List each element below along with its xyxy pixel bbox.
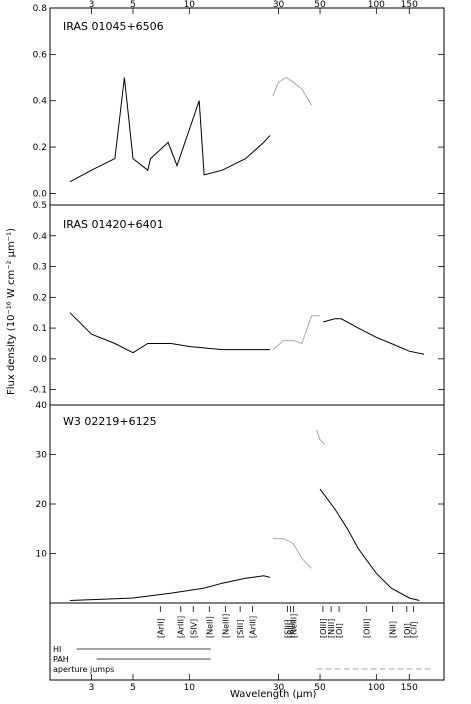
y-tick-label: 0.0 bbox=[33, 355, 48, 365]
ion-label: [NII] bbox=[388, 621, 397, 638]
ion-label: [ArIII] bbox=[177, 616, 186, 638]
x-tick-label-top: 100 bbox=[368, 0, 385, 10]
y-tick-label: 0.4 bbox=[33, 232, 48, 242]
plot-frame bbox=[49, 7, 445, 681]
spectrum-line bbox=[316, 429, 326, 445]
x-tick-label-top: 150 bbox=[401, 0, 418, 10]
spectrum-line bbox=[69, 575, 271, 601]
row-label-hi: HI bbox=[53, 645, 61, 654]
chart-marks: 3 3 5 5 10 10 30 30 50 50 100 100 150 150 0.0 0.2 0.4 0.6… bbox=[29, 0, 444, 693]
ion-label: [NIII] bbox=[327, 619, 336, 638]
x-tick-label-bottom: 100 bbox=[368, 683, 385, 693]
y-axis-label: Flux density (10⁻¹⁶ W cm⁻² μm⁻¹) bbox=[6, 228, 17, 395]
spectrum-line bbox=[319, 488, 420, 601]
y-tick-label: 0.4 bbox=[33, 97, 48, 107]
x-tick-label-bottom: 3 bbox=[89, 683, 95, 693]
y-tick-label: 0.0 bbox=[33, 189, 48, 199]
ion-label: [NeII] bbox=[205, 616, 214, 638]
x-tick-label-bottom: 150 bbox=[401, 683, 418, 693]
ion-label: [SIV] bbox=[189, 619, 198, 638]
spectrum-line bbox=[272, 76, 312, 106]
y-tick-label: 40 bbox=[36, 401, 48, 411]
x-tick-label-top: 5 bbox=[130, 0, 136, 10]
x-tick-label-bottom: 50 bbox=[314, 683, 326, 693]
y-tick-label: 0.1 bbox=[33, 324, 47, 334]
y-tick-label: 30 bbox=[36, 451, 48, 461]
x-tick-label-top: 3 bbox=[89, 0, 95, 10]
panel-title-3: W3 02219+6125 bbox=[63, 415, 157, 428]
spectrum-line bbox=[69, 77, 271, 183]
ion-label: [NeIII] bbox=[289, 614, 298, 638]
x-axis-label: Wavelength (μm) bbox=[230, 689, 317, 700]
y-tick-label: 0.2 bbox=[33, 293, 47, 303]
y-tick-label: 0.2 bbox=[33, 143, 47, 153]
x-tick-label-bottom: 30 bbox=[273, 683, 285, 693]
x-tick-label-top: 30 bbox=[273, 0, 285, 10]
x-tick-label-bottom: 5 bbox=[130, 683, 136, 693]
spectrum-line bbox=[272, 538, 312, 569]
ion-label: [SIII] bbox=[284, 620, 293, 638]
ion-label: [OI] bbox=[403, 623, 412, 638]
row-label-aperture: aperture jumps bbox=[53, 665, 114, 674]
ion-label: [ArIII] bbox=[249, 616, 258, 638]
row-label-pah: PAH bbox=[53, 655, 69, 664]
ion-label: [CII] bbox=[409, 621, 418, 638]
panel-title-1: IRAS 01045+6506 bbox=[63, 20, 164, 33]
y-tick-label: 0.8 bbox=[33, 4, 48, 14]
x-tick-label-top: 10 bbox=[184, 0, 196, 10]
ion-label: [OIII] bbox=[362, 618, 371, 638]
ion-label: [OIII] bbox=[319, 618, 328, 638]
spectrum-line bbox=[69, 312, 270, 354]
spectrum-line bbox=[323, 318, 425, 355]
y-tick-label: 0.3 bbox=[33, 263, 47, 273]
y-tick-label: -0.1 bbox=[29, 386, 47, 396]
spectrum-line bbox=[272, 315, 320, 350]
ion-label: [ArII] bbox=[156, 618, 165, 638]
y-tick-label: 0.5 bbox=[33, 201, 47, 211]
ion-label: [OI] bbox=[335, 623, 344, 638]
x-tick-label-top: 50 bbox=[314, 0, 326, 10]
y-tick-label: 20 bbox=[36, 500, 48, 510]
panel-title-2: IRAS 01420+6401 bbox=[63, 218, 164, 231]
x-tick-label-bottom: 10 bbox=[184, 683, 196, 693]
ion-label: [SIII] bbox=[236, 620, 245, 638]
y-tick-label: 0.6 bbox=[33, 50, 48, 60]
ion-label: [SiII] bbox=[287, 620, 296, 638]
y-tick-label: 10 bbox=[36, 550, 48, 560]
ion-label: [NeIII] bbox=[221, 614, 230, 638]
